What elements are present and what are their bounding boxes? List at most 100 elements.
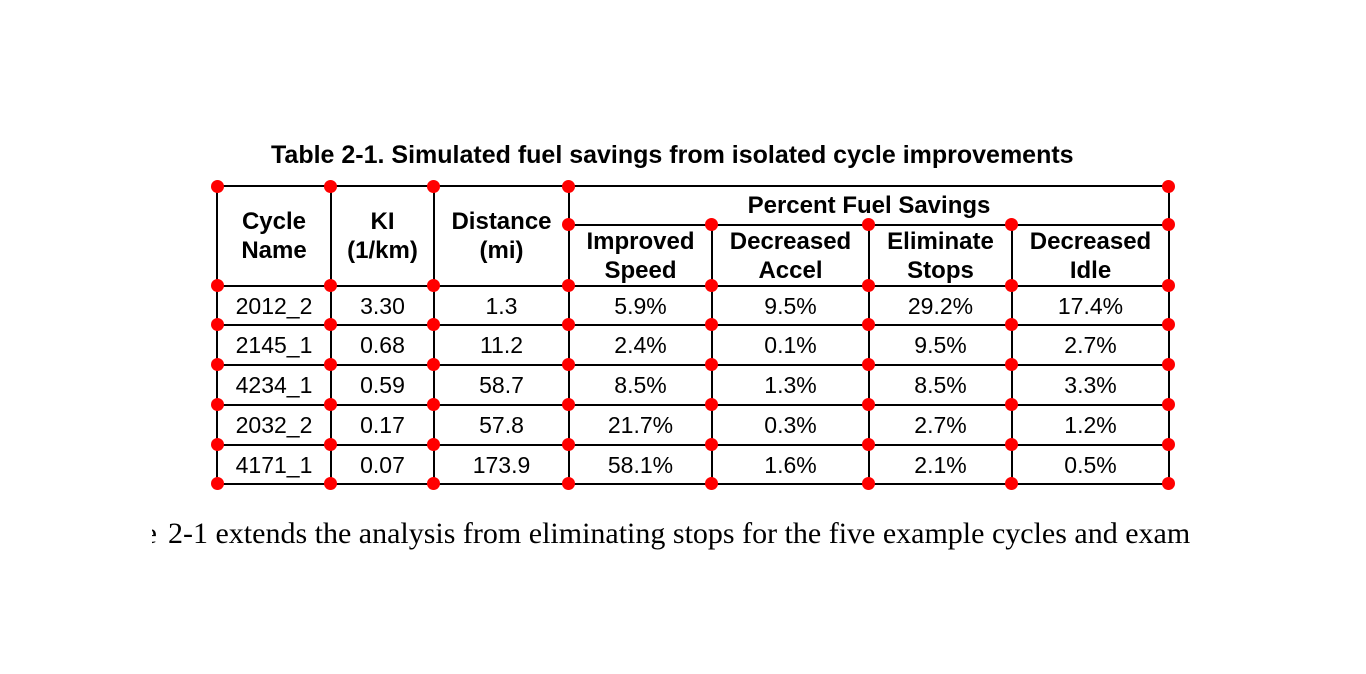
grid-handle-dot[interactable]	[1161, 317, 1175, 331]
grid-handle-dot[interactable]	[861, 217, 875, 231]
grid-handle-dot[interactable]	[323, 397, 337, 411]
cell-ki: 0.07	[330, 444, 435, 485]
cell-decreased-idle: 3.3%	[1011, 364, 1170, 406]
grid-handle-dot[interactable]	[210, 317, 224, 331]
grid-handle-dot[interactable]	[704, 317, 718, 331]
cell-improved-speed: 58.1%	[568, 444, 713, 485]
grid-handle-dot[interactable]	[704, 476, 718, 490]
grid-handle-dot[interactable]	[1004, 217, 1018, 231]
grid-handle-dot[interactable]	[323, 437, 337, 451]
grid-handle-dot[interactable]	[1161, 217, 1175, 231]
grid-handle-dot[interactable]	[561, 437, 575, 451]
grid-handle-dot[interactable]	[1161, 179, 1175, 193]
grid-handle-dot[interactable]	[210, 476, 224, 490]
grid-handle-dot[interactable]	[426, 476, 440, 490]
grid-handle-dot[interactable]	[561, 476, 575, 490]
grid-handle-dot[interactable]	[704, 437, 718, 451]
col-header-cycle-name: Cycle Name	[216, 185, 332, 287]
table-row: 2145_1 0.68 11.2 2.4% 0.1% 9.5% 2.7%	[216, 324, 1170, 366]
cell-distance: 11.2	[433, 324, 570, 366]
grid-handle-dot[interactable]	[426, 179, 440, 193]
table-row: 4171_1 0.07 173.9 58.1% 1.6% 2.1% 0.5%	[216, 444, 1170, 485]
grid-handle-dot[interactable]	[861, 317, 875, 331]
grid-handle-dot[interactable]	[210, 179, 224, 193]
clipped-letter-fragment: e	[152, 517, 157, 551]
grid-handle-dot[interactable]	[1004, 476, 1018, 490]
grid-handle-dot[interactable]	[704, 397, 718, 411]
cell-decreased-accel: 0.1%	[711, 324, 870, 366]
grid-handle-dot[interactable]	[1004, 357, 1018, 371]
table-caption: Table 2-1. Simulated fuel savings from i…	[271, 141, 1074, 169]
header-row-group: Cycle Name KI (1/km) Distance (mi) Perce…	[216, 185, 1170, 287]
col-header-ki: KI (1/km)	[330, 185, 435, 287]
grid-handle-dot[interactable]	[323, 179, 337, 193]
grid-handle-dot[interactable]	[861, 476, 875, 490]
cell-decreased-accel: 1.3%	[711, 364, 870, 406]
fuel-savings-table: Cycle Name KI (1/km) Distance (mi) Perce…	[216, 185, 1170, 485]
grid-handle-dot[interactable]	[561, 179, 575, 193]
grid-handle-dot[interactable]	[210, 278, 224, 292]
cell-decreased-idle: 17.4%	[1011, 285, 1170, 326]
cell-cycle-name: 4171_1	[216, 444, 332, 485]
grid-handle-dot[interactable]	[1004, 437, 1018, 451]
cell-decreased-accel: 0.3%	[711, 404, 870, 446]
grid-handle-dot[interactable]	[1004, 278, 1018, 292]
grid-handle-dot[interactable]	[861, 437, 875, 451]
grid-handle-dot[interactable]	[1161, 397, 1175, 411]
cell-ki: 0.17	[330, 404, 435, 446]
cell-decreased-idle: 1.2%	[1011, 404, 1170, 446]
grid-handle-dot[interactable]	[323, 357, 337, 371]
grid-handle-dot[interactable]	[323, 476, 337, 490]
grid-handle-dot[interactable]	[210, 397, 224, 411]
cell-decreased-idle: 2.7%	[1011, 324, 1170, 366]
grid-handle-dot[interactable]	[426, 437, 440, 451]
grid-handle-dot[interactable]	[323, 317, 337, 331]
cell-cycle-name: 4234_1	[216, 364, 332, 406]
table-row: 2032_2 0.17 57.8 21.7% 0.3% 2.7% 1.2%	[216, 404, 1170, 446]
cell-eliminate-stops: 2.7%	[868, 404, 1013, 446]
cell-cycle-name: 2145_1	[216, 324, 332, 366]
cell-cycle-name: 2012_2	[216, 285, 332, 326]
cell-ki: 3.30	[330, 285, 435, 326]
grid-handle-dot[interactable]	[1161, 357, 1175, 371]
col-header-improved-speed: Improved Speed	[568, 224, 713, 287]
grid-handle-dot[interactable]	[1004, 317, 1018, 331]
grid-handle-dot[interactable]	[704, 217, 718, 231]
cell-decreased-accel: 9.5%	[711, 285, 870, 326]
grid-handle-dot[interactable]	[210, 357, 224, 371]
table-row: 4234_1 0.59 58.7 8.5% 1.3% 8.5% 3.3%	[216, 364, 1170, 406]
grid-handle-dot[interactable]	[1004, 397, 1018, 411]
cell-distance: 58.7	[433, 364, 570, 406]
cell-eliminate-stops: 8.5%	[868, 364, 1013, 406]
grid-handle-dot[interactable]	[426, 278, 440, 292]
grid-handle-dot[interactable]	[561, 357, 575, 371]
grid-handle-dot[interactable]	[426, 397, 440, 411]
col-header-distance: Distance (mi)	[433, 185, 570, 287]
grid-handle-dot[interactable]	[1161, 437, 1175, 451]
grid-handle-dot[interactable]	[861, 278, 875, 292]
cell-eliminate-stops: 2.1%	[868, 444, 1013, 485]
header-row-sub: Improved Speed Decreased Accel Eliminate…	[217, 224, 1170, 287]
grid-handle-dot[interactable]	[704, 357, 718, 371]
col-header-decreased-accel: Decreased Accel	[711, 224, 870, 287]
grid-handle-dot[interactable]	[861, 357, 875, 371]
grid-handle-dot[interactable]	[561, 278, 575, 292]
cell-improved-speed: 21.7%	[568, 404, 713, 446]
grid-handle-dot[interactable]	[861, 397, 875, 411]
grid-handle-dot[interactable]	[561, 317, 575, 331]
grid-handle-dot[interactable]	[561, 397, 575, 411]
cell-decreased-accel: 1.6%	[711, 444, 870, 485]
cell-distance: 57.8	[433, 404, 570, 446]
grid-handle-dot[interactable]	[561, 217, 575, 231]
cell-eliminate-stops: 9.5%	[868, 324, 1013, 366]
grid-handle-dot[interactable]	[426, 357, 440, 371]
grid-handle-dot[interactable]	[323, 278, 337, 292]
cell-distance: 1.3	[433, 285, 570, 326]
grid-handle-dot[interactable]	[426, 317, 440, 331]
cell-ki: 0.68	[330, 324, 435, 366]
grid-handle-dot[interactable]	[210, 437, 224, 451]
grid-handle-dot[interactable]	[704, 278, 718, 292]
grid-handle-dot[interactable]	[1161, 278, 1175, 292]
grid-handle-dot[interactable]	[1161, 476, 1175, 490]
